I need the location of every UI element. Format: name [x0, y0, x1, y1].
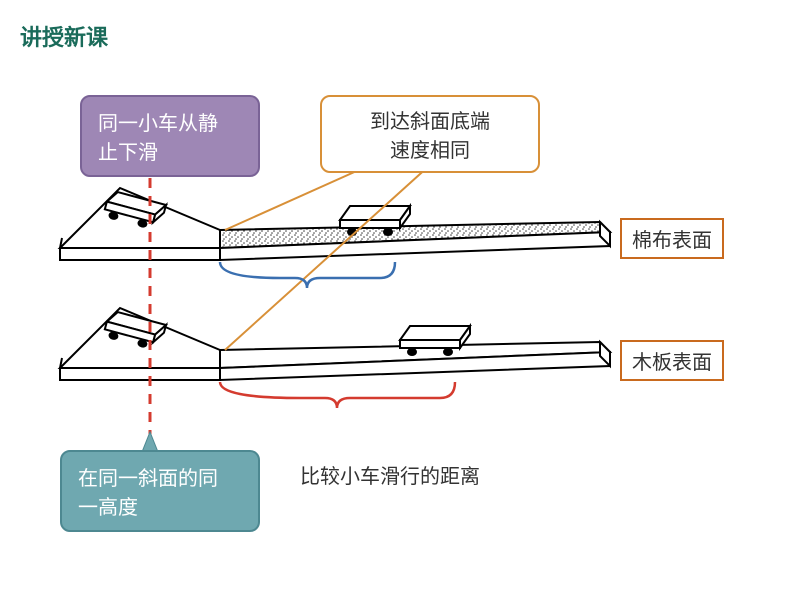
callout-same-height-l2: 一高度	[78, 491, 242, 520]
label-compare-distance: 比较小车滑行的距离	[300, 460, 480, 489]
callout-same-cart-l2: 止下滑	[98, 136, 242, 165]
callout-same-speed-l1: 到达斜面底端	[338, 105, 522, 134]
label-cotton-surface: 棉布表面	[620, 218, 724, 259]
callout-same-cart: 同一小车从静 止下滑	[80, 95, 260, 177]
label-wood-surface: 木板表面	[620, 340, 724, 381]
callout-same-speed-l2: 速度相同	[338, 134, 522, 163]
callout-same-height-l1: 在同一斜面的同	[78, 462, 242, 491]
teal-pointer	[142, 432, 158, 452]
brace-red	[220, 382, 455, 408]
callout-same-speed: 到达斜面底端 速度相同	[320, 95, 540, 173]
callout-same-height: 在同一斜面的同 一高度	[60, 450, 260, 532]
callout-same-cart-l1: 同一小车从静	[98, 107, 242, 136]
